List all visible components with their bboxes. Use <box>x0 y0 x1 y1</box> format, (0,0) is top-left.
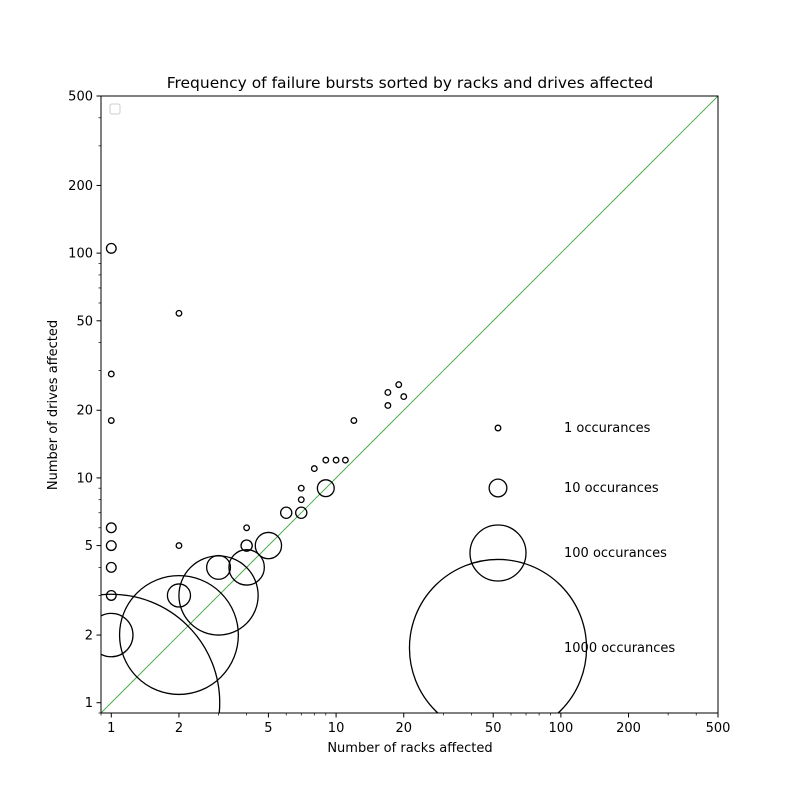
data-point <box>350 417 358 424</box>
diagonal-reference-line <box>101 96 718 713</box>
data-point <box>105 242 117 254</box>
data-point <box>101 612 134 658</box>
data-point <box>166 583 192 608</box>
data-point <box>279 506 293 519</box>
data-point <box>322 456 330 464</box>
data-point <box>316 479 335 498</box>
legend-marker <box>469 524 527 582</box>
x-axis-label: Number of racks affected <box>327 741 492 756</box>
x-tick-label: 100 <box>548 721 573 736</box>
data-point <box>206 554 232 580</box>
data-point <box>105 522 117 534</box>
y-tick-label: 50 <box>76 314 93 329</box>
y-tick-label: 500 <box>68 90 93 105</box>
chart-title: Frequency of failure bursts sorted by ra… <box>167 74 654 92</box>
data-point <box>341 456 349 464</box>
y-axis-label: Number of drives affected <box>46 320 61 490</box>
data-point <box>254 531 283 560</box>
x-tick-label: 10 <box>328 721 345 736</box>
y-tick-label: 200 <box>68 179 93 194</box>
x-tick-label: 20 <box>395 721 412 736</box>
data-point <box>105 540 117 552</box>
data-point <box>240 539 253 552</box>
x-tick-label: 500 <box>706 721 731 736</box>
legend-marker <box>408 558 588 713</box>
x-tick-label: 2 <box>175 721 183 736</box>
y-tick-label: 1 <box>85 696 93 711</box>
data-point <box>228 549 265 586</box>
data-point <box>384 388 392 396</box>
data-point <box>384 402 392 409</box>
y-tick-label: 2 <box>85 629 93 644</box>
data-point <box>175 309 183 317</box>
legend-marker <box>488 478 508 498</box>
x-tick-label: 1 <box>107 721 115 736</box>
legend-label: 100 occurances <box>564 546 667 561</box>
data-point <box>105 561 117 573</box>
x-tick-label: 5 <box>264 721 272 736</box>
data-point <box>107 417 115 424</box>
plot-frame <box>100 95 719 714</box>
data-point <box>297 496 305 504</box>
data-point <box>107 370 115 378</box>
data-point <box>332 456 340 464</box>
x-tick-label: 200 <box>616 721 641 736</box>
data-point <box>175 542 183 550</box>
legend-label: 1 occurances <box>564 421 651 436</box>
data-point <box>395 381 403 389</box>
y-tick-label: 10 <box>76 471 93 486</box>
data-point <box>243 524 251 532</box>
data-point <box>118 574 240 696</box>
data-point <box>295 506 308 519</box>
plot-area: 1 occurances 10 occurances 100 occurances 1… <box>68 90 731 737</box>
data-point <box>101 593 221 713</box>
y-tick-label: 100 <box>68 247 93 262</box>
legend-label: 1000 occurances <box>564 641 675 656</box>
data-point <box>310 465 318 473</box>
legend-marker <box>494 424 502 432</box>
y-tick-label: 20 <box>76 404 93 419</box>
data-point <box>297 484 305 492</box>
x-tick-label: 50 <box>485 721 502 736</box>
y-tick-label: 5 <box>85 539 93 554</box>
legend-label: 10 occurances <box>564 481 659 496</box>
clipped-marks <box>101 96 718 713</box>
empty-legend-box <box>109 103 121 115</box>
data-point <box>400 393 408 401</box>
data-point <box>105 589 117 601</box>
